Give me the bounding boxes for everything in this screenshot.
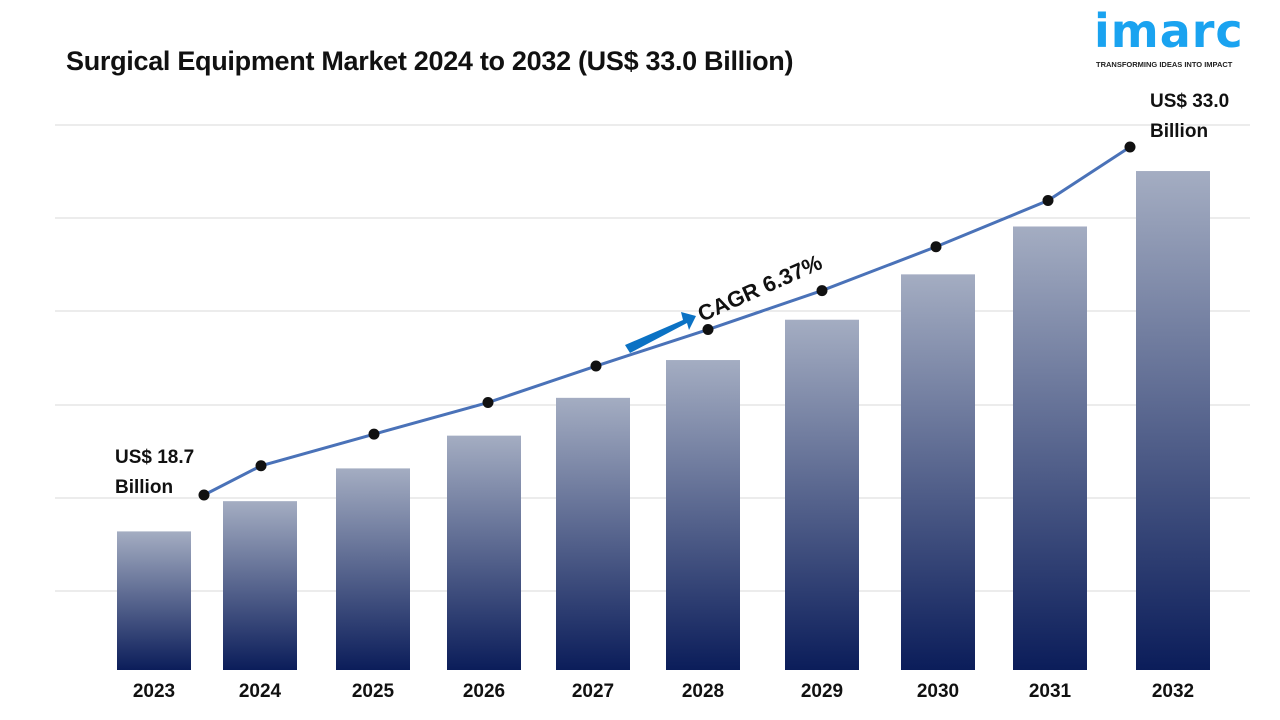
trend-point-2028: [702, 324, 714, 336]
x-tick-label: 2023: [133, 681, 175, 702]
bar-2027: [556, 397, 630, 670]
x-tick-label: 2030: [917, 681, 959, 702]
cagr-label: CAGR 6.37%: [694, 250, 826, 327]
chart-title: Surgical Equipment Market 2024 to 2032 (…: [66, 46, 794, 76]
bar-2031: [1013, 226, 1087, 671]
trend-point-2025: [368, 428, 380, 440]
bar-2029: [785, 319, 859, 670]
x-tick-label: 2031: [1029, 681, 1072, 702]
bar-2026: [447, 435, 521, 670]
bar-2025: [336, 468, 410, 670]
x-tick-label: 2026: [463, 681, 505, 702]
trend-point-2030: [930, 241, 942, 253]
x-tick-label: 2028: [682, 681, 724, 702]
x-tick-label: 2032: [1152, 681, 1194, 702]
bar-2024: [223, 501, 297, 670]
x-tick-label: 2027: [572, 681, 614, 702]
trend-point-2029: [816, 285, 828, 297]
trend-point-2023: [198, 489, 210, 501]
x-tick-label: 2024: [239, 681, 282, 702]
bar-2023: [117, 531, 191, 670]
trend-point-2032: [1124, 141, 1136, 153]
end-unit-label: Billion: [1150, 121, 1208, 142]
bar-2028: [666, 360, 740, 670]
trend-line: [203, 145, 1131, 497]
x-tick-label: 2029: [801, 681, 843, 702]
logo-wordmark: imarc: [1094, 4, 1244, 58]
end-value-label: US$ 33.0: [1150, 91, 1229, 112]
x-tick-label: 2025: [352, 681, 395, 702]
imarc-logo: imarc TRANSFORMING IDEAS INTO IMPACT: [1094, 2, 1264, 74]
bar-2032: [1136, 171, 1210, 671]
logo-tagline: TRANSFORMING IDEAS INTO IMPACT: [1096, 60, 1233, 69]
trend-point-2031: [1042, 195, 1054, 207]
trend-point-2024: [255, 460, 267, 472]
start-unit-label: Billion: [115, 477, 173, 498]
trend-point-2026: [482, 397, 494, 409]
cagr-arrow-icon: [625, 312, 696, 353]
trend-point-2027: [590, 360, 602, 372]
bar-2030: [901, 274, 975, 670]
start-value-label: US$ 18.7: [115, 447, 194, 468]
